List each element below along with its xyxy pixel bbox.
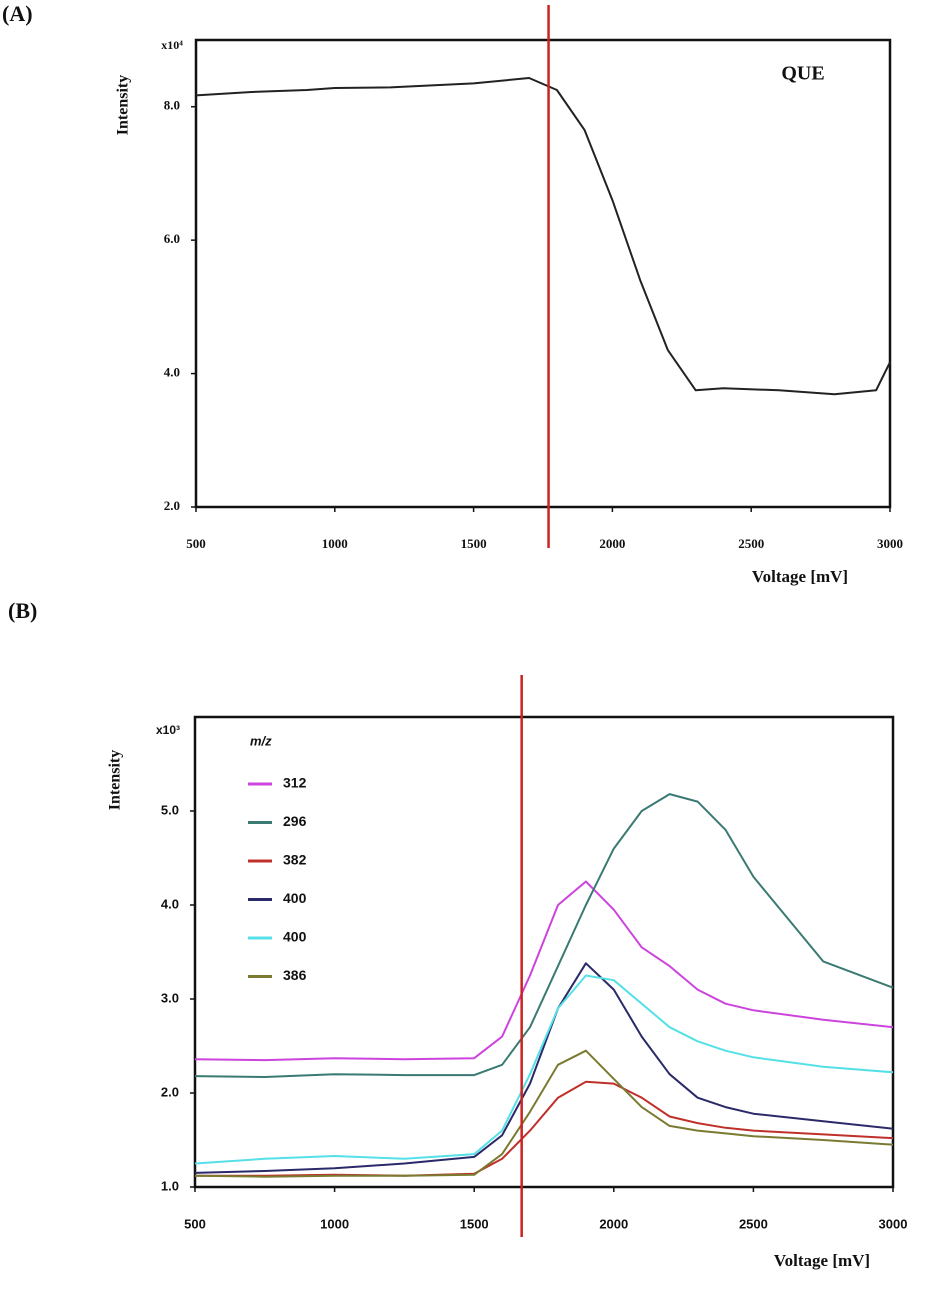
x-tick-label: 2500 — [739, 1216, 768, 1231]
data-line — [194, 974, 894, 1165]
x-tick-label: 1500 — [460, 1216, 489, 1231]
x-tick-label: 1000 — [320, 1216, 349, 1231]
data-line — [195, 77, 891, 396]
data-line — [194, 880, 894, 1062]
x-tick-label: 3000 — [879, 1216, 908, 1231]
x-tick-label: 2000 — [599, 536, 625, 551]
panel-label: (B) — [8, 598, 37, 623]
legend-label: 386 — [283, 967, 307, 983]
data-line — [194, 962, 894, 1174]
legend-label: 312 — [283, 775, 307, 791]
x-tick-label: 2500 — [738, 536, 764, 551]
x-tick-label: 2000 — [599, 1216, 628, 1231]
plot-frame — [193, 715, 895, 1189]
x-tick-label: 3000 — [877, 536, 903, 551]
data-line — [195, 1080, 894, 1177]
y-tick-label: 6.0 — [164, 231, 180, 246]
x-axis-label: Voltage [mV] — [752, 567, 848, 586]
y-tick-label: 4.0 — [161, 896, 179, 911]
y-tick-label: 2.0 — [164, 498, 180, 513]
y-tick-label: 2.0 — [161, 1084, 179, 1099]
legend-title: m/z — [250, 733, 272, 748]
plot-frame — [194, 38, 892, 509]
x-axis-label: Voltage [mV] — [774, 1251, 870, 1270]
x-tick-label: 500 — [184, 1216, 206, 1231]
y-tick-label: 8.0 — [164, 98, 180, 113]
x-tick-label: 500 — [186, 536, 206, 551]
x-tick-label: 1000 — [322, 536, 348, 551]
legend-label: 400 — [283, 890, 307, 906]
y-axis-label: Intensity — [115, 75, 132, 135]
legend-label: 296 — [283, 813, 307, 829]
data-line — [194, 1049, 894, 1178]
y-tick-label: 5.0 — [161, 802, 179, 817]
legend-label: 400 — [283, 929, 307, 945]
y-multiplier: x10³ — [156, 723, 180, 737]
y-tick-label: 4.0 — [164, 365, 180, 380]
data-line — [194, 793, 894, 1078]
annotation: QUE — [781, 63, 824, 85]
y-tick-label: 1.0 — [161, 1178, 179, 1193]
legend-label: 382 — [283, 852, 307, 868]
y-axis-label: Intensity — [107, 750, 124, 810]
x-tick-label: 1500 — [461, 536, 487, 551]
y-tick-label: 3.0 — [161, 990, 179, 1005]
y-multiplier: x10⁴ — [161, 38, 183, 52]
panel-label: (A) — [2, 1, 33, 26]
